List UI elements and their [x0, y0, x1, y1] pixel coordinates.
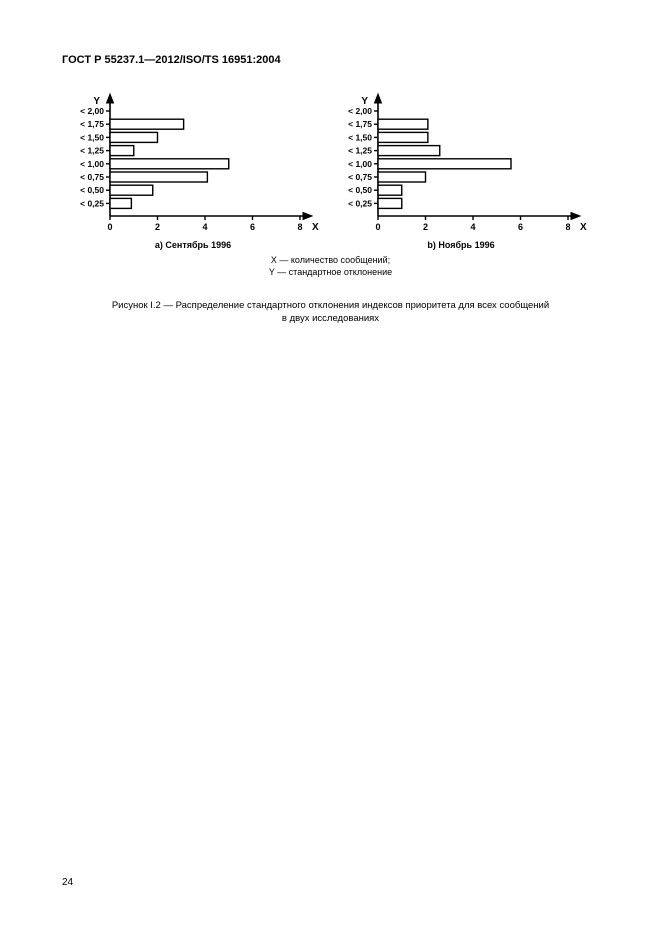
svg-text:< 2,00: < 2,00 — [348, 106, 372, 116]
svg-text:2: 2 — [423, 222, 428, 232]
svg-text:< 0,50: < 0,50 — [80, 185, 104, 195]
chart-a-svg: YX02468< 2,00< 1,75< 1,50< 1,25< 1,00< 0… — [62, 88, 324, 238]
svg-text:6: 6 — [250, 222, 255, 232]
svg-text:0: 0 — [375, 222, 380, 232]
figure-caption: Рисунок I.2 — Распределение стандартного… — [0, 300, 661, 326]
svg-text:0: 0 — [107, 222, 112, 232]
chart-b: YX02468< 2,00< 1,75< 1,50< 1,25< 1,00< 0… — [330, 88, 592, 250]
legend-y: Y — стандартное отклонение — [269, 267, 392, 277]
figure-caption-line1: Рисунок I.2 — Распределение стандартного… — [112, 300, 549, 311]
svg-text:< 1,25: < 1,25 — [348, 146, 372, 156]
svg-text:< 1,75: < 1,75 — [348, 119, 372, 129]
svg-text:6: 6 — [518, 222, 523, 232]
svg-text:< 1,00: < 1,00 — [80, 159, 104, 169]
svg-text:< 0,75: < 0,75 — [348, 172, 372, 182]
svg-text:< 1,50: < 1,50 — [348, 132, 372, 142]
svg-text:8: 8 — [297, 222, 302, 232]
chart-a-caption: a) Сентябрь 1996 — [62, 240, 324, 250]
axis-legend: X — количество сообщений; Y — стандартно… — [0, 254, 661, 278]
svg-text:< 0,25: < 0,25 — [80, 198, 104, 208]
svg-text:< 0,75: < 0,75 — [80, 172, 104, 182]
svg-text:4: 4 — [202, 222, 207, 232]
svg-text:< 1,75: < 1,75 — [80, 119, 104, 129]
page-number: 24 — [62, 877, 73, 888]
svg-text:< 1,25: < 1,25 — [80, 146, 104, 156]
svg-text:8: 8 — [565, 222, 570, 232]
svg-text:X: X — [312, 222, 319, 233]
chart-b-svg: YX02468< 2,00< 1,75< 1,50< 1,25< 1,00< 0… — [330, 88, 592, 238]
charts-container: YX02468< 2,00< 1,75< 1,50< 1,25< 1,00< 0… — [62, 88, 592, 250]
figure-caption-line2: в двух исследованиях — [282, 313, 379, 324]
svg-text:4: 4 — [470, 222, 475, 232]
document-header: ГОСТ Р 55237.1—2012/ISO/TS 16951:2004 — [62, 54, 281, 66]
svg-text:< 2,00: < 2,00 — [80, 106, 104, 116]
page: ГОСТ Р 55237.1—2012/ISO/TS 16951:2004 YX… — [0, 0, 661, 936]
svg-text:< 1,50: < 1,50 — [80, 132, 104, 142]
svg-text:< 0,50: < 0,50 — [348, 185, 372, 195]
svg-text:X: X — [580, 222, 587, 233]
svg-text:2: 2 — [155, 222, 160, 232]
chart-a: YX02468< 2,00< 1,75< 1,50< 1,25< 1,00< 0… — [62, 88, 324, 250]
svg-text:< 0,25: < 0,25 — [348, 198, 372, 208]
legend-x: X — количество сообщений; — [271, 255, 390, 265]
svg-text:< 1,00: < 1,00 — [348, 159, 372, 169]
chart-b-caption: b) Ноябрь 1996 — [330, 240, 592, 250]
